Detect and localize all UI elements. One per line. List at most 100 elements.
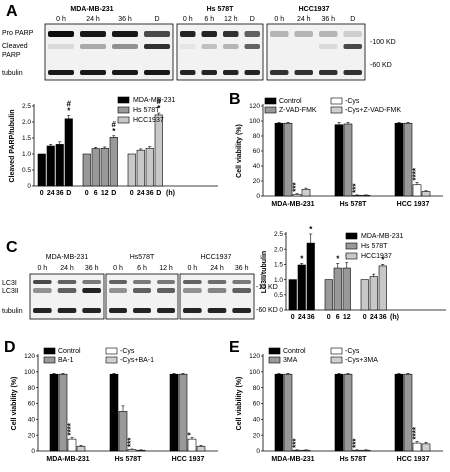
legend-swatch	[105, 356, 118, 364]
y-tick-label: 60	[253, 401, 261, 408]
legend-swatch	[330, 97, 343, 105]
legend-label: MDA-MB-231	[133, 97, 176, 104]
blot-band	[112, 70, 138, 75]
significance-mark: *	[112, 127, 116, 136]
y-tick-label: 0	[256, 448, 260, 455]
blot-band	[343, 31, 362, 37]
bar	[394, 122, 404, 197]
bar	[343, 373, 353, 452]
y-tick-label: 20	[253, 178, 261, 185]
blot-band	[223, 31, 239, 37]
y-tick-label: 120	[249, 103, 260, 110]
bar	[342, 267, 351, 311]
bar	[82, 153, 91, 187]
y-tick-label: 0	[31, 448, 35, 455]
y-tick-label: 40	[28, 417, 36, 424]
y-tick-label: 2.0	[274, 246, 283, 253]
blot-c-row-tubulin: tubulin	[2, 308, 23, 315]
x-tick-label: D	[156, 190, 161, 197]
y-tick-label: 40	[253, 163, 261, 170]
panel-letter: D	[4, 339, 16, 356]
blot-band	[109, 308, 127, 313]
blot-band	[157, 280, 175, 284]
blot-c-marker-60kd: -60 KD	[256, 307, 278, 314]
bar	[292, 194, 302, 197]
x-tick-label: 24	[298, 314, 306, 321]
bar	[421, 191, 431, 197]
y-tick-label: 120	[24, 353, 35, 360]
y-tick-label: 100	[249, 118, 260, 125]
blot-band	[319, 31, 338, 37]
bar	[109, 137, 118, 187]
blot-a-row-pro-parp: Pro PARP	[2, 30, 34, 37]
x-tick-label: 36	[56, 190, 64, 197]
blot-band	[270, 70, 289, 75]
bar	[288, 279, 297, 311]
blot-band	[207, 288, 227, 293]
bar	[58, 373, 68, 452]
legend-label: Hs 578T	[133, 107, 160, 114]
significance-mark: *	[157, 104, 161, 113]
blot-band	[183, 288, 202, 293]
x-tick-label: D	[111, 190, 116, 197]
blot-c-lane-labels: 0 h 24 h 36 h 0 h 6 h 12 h 0 h 24 h 36 h	[37, 265, 248, 272]
bar	[91, 148, 100, 187]
blot-band	[201, 70, 217, 75]
legend-label: -Cys	[345, 98, 360, 105]
blot-band	[33, 308, 52, 313]
x-tick-label: 6	[94, 190, 98, 197]
blot-band	[232, 308, 251, 313]
legend-label: Hs 578T	[361, 243, 388, 250]
blot-band	[244, 31, 260, 37]
x-category-label: HCC 1937	[397, 201, 430, 208]
y-tick-label: 0.5	[22, 167, 31, 174]
blot-c-row-lc3i: LC3I	[2, 280, 17, 287]
chart-e-viability-3ma: E Cell viability (%) 0 20 40 60 80 100 120 *** MDA…	[229, 339, 443, 463]
legend-swatch	[345, 242, 358, 250]
blot-band	[223, 70, 239, 75]
blot-lane-label: 0 h	[183, 16, 193, 23]
blot-band	[201, 31, 217, 37]
bar	[145, 147, 154, 187]
y-tick-label: 60	[253, 148, 261, 155]
blot-a-cellline-1: MDA-MB-231	[70, 6, 113, 13]
blot-band	[144, 70, 170, 75]
blot-c-bands	[29, 273, 255, 320]
blot-lane-label: 36 h	[321, 16, 335, 23]
legend-label: Control	[283, 348, 306, 355]
bar	[109, 373, 119, 452]
y-tick-label: 100	[249, 369, 260, 376]
significance-mark: *	[309, 225, 313, 234]
x-tick-label: 0	[291, 314, 295, 321]
significance-mark: ***	[352, 183, 361, 193]
x-tick-label: 0	[327, 314, 331, 321]
blot-band	[80, 70, 106, 75]
bar	[334, 124, 344, 197]
panel-a-letter: A	[6, 3, 18, 20]
bar	[301, 449, 311, 452]
bar	[37, 153, 46, 187]
bar	[154, 114, 163, 187]
y-tick-label: 80	[253, 385, 261, 392]
legend-swatch	[330, 356, 343, 364]
blot-band	[232, 288, 251, 293]
bar	[352, 449, 362, 452]
legend-swatch	[43, 356, 56, 364]
y-tick-label: 1.0	[22, 151, 31, 158]
legend-label: Control	[279, 98, 302, 105]
blot-band	[294, 31, 313, 37]
bar	[412, 442, 422, 452]
blot-band	[33, 288, 52, 293]
blot-a-row-tubulin: tubulin	[2, 70, 23, 77]
blot-lane-label: 6 h	[137, 265, 147, 272]
blot-a-marker-60kd: -60 KD	[370, 62, 392, 69]
legend-label: -Cys+BA-1	[120, 357, 154, 364]
blot-band	[180, 44, 196, 49]
y-tick-label: 0	[256, 193, 260, 200]
bar	[127, 449, 137, 452]
legend-swatch	[117, 106, 130, 114]
significance-mark: ***	[352, 438, 361, 448]
blot-band	[294, 70, 313, 75]
blot-lane-label: 24 h	[297, 16, 311, 23]
